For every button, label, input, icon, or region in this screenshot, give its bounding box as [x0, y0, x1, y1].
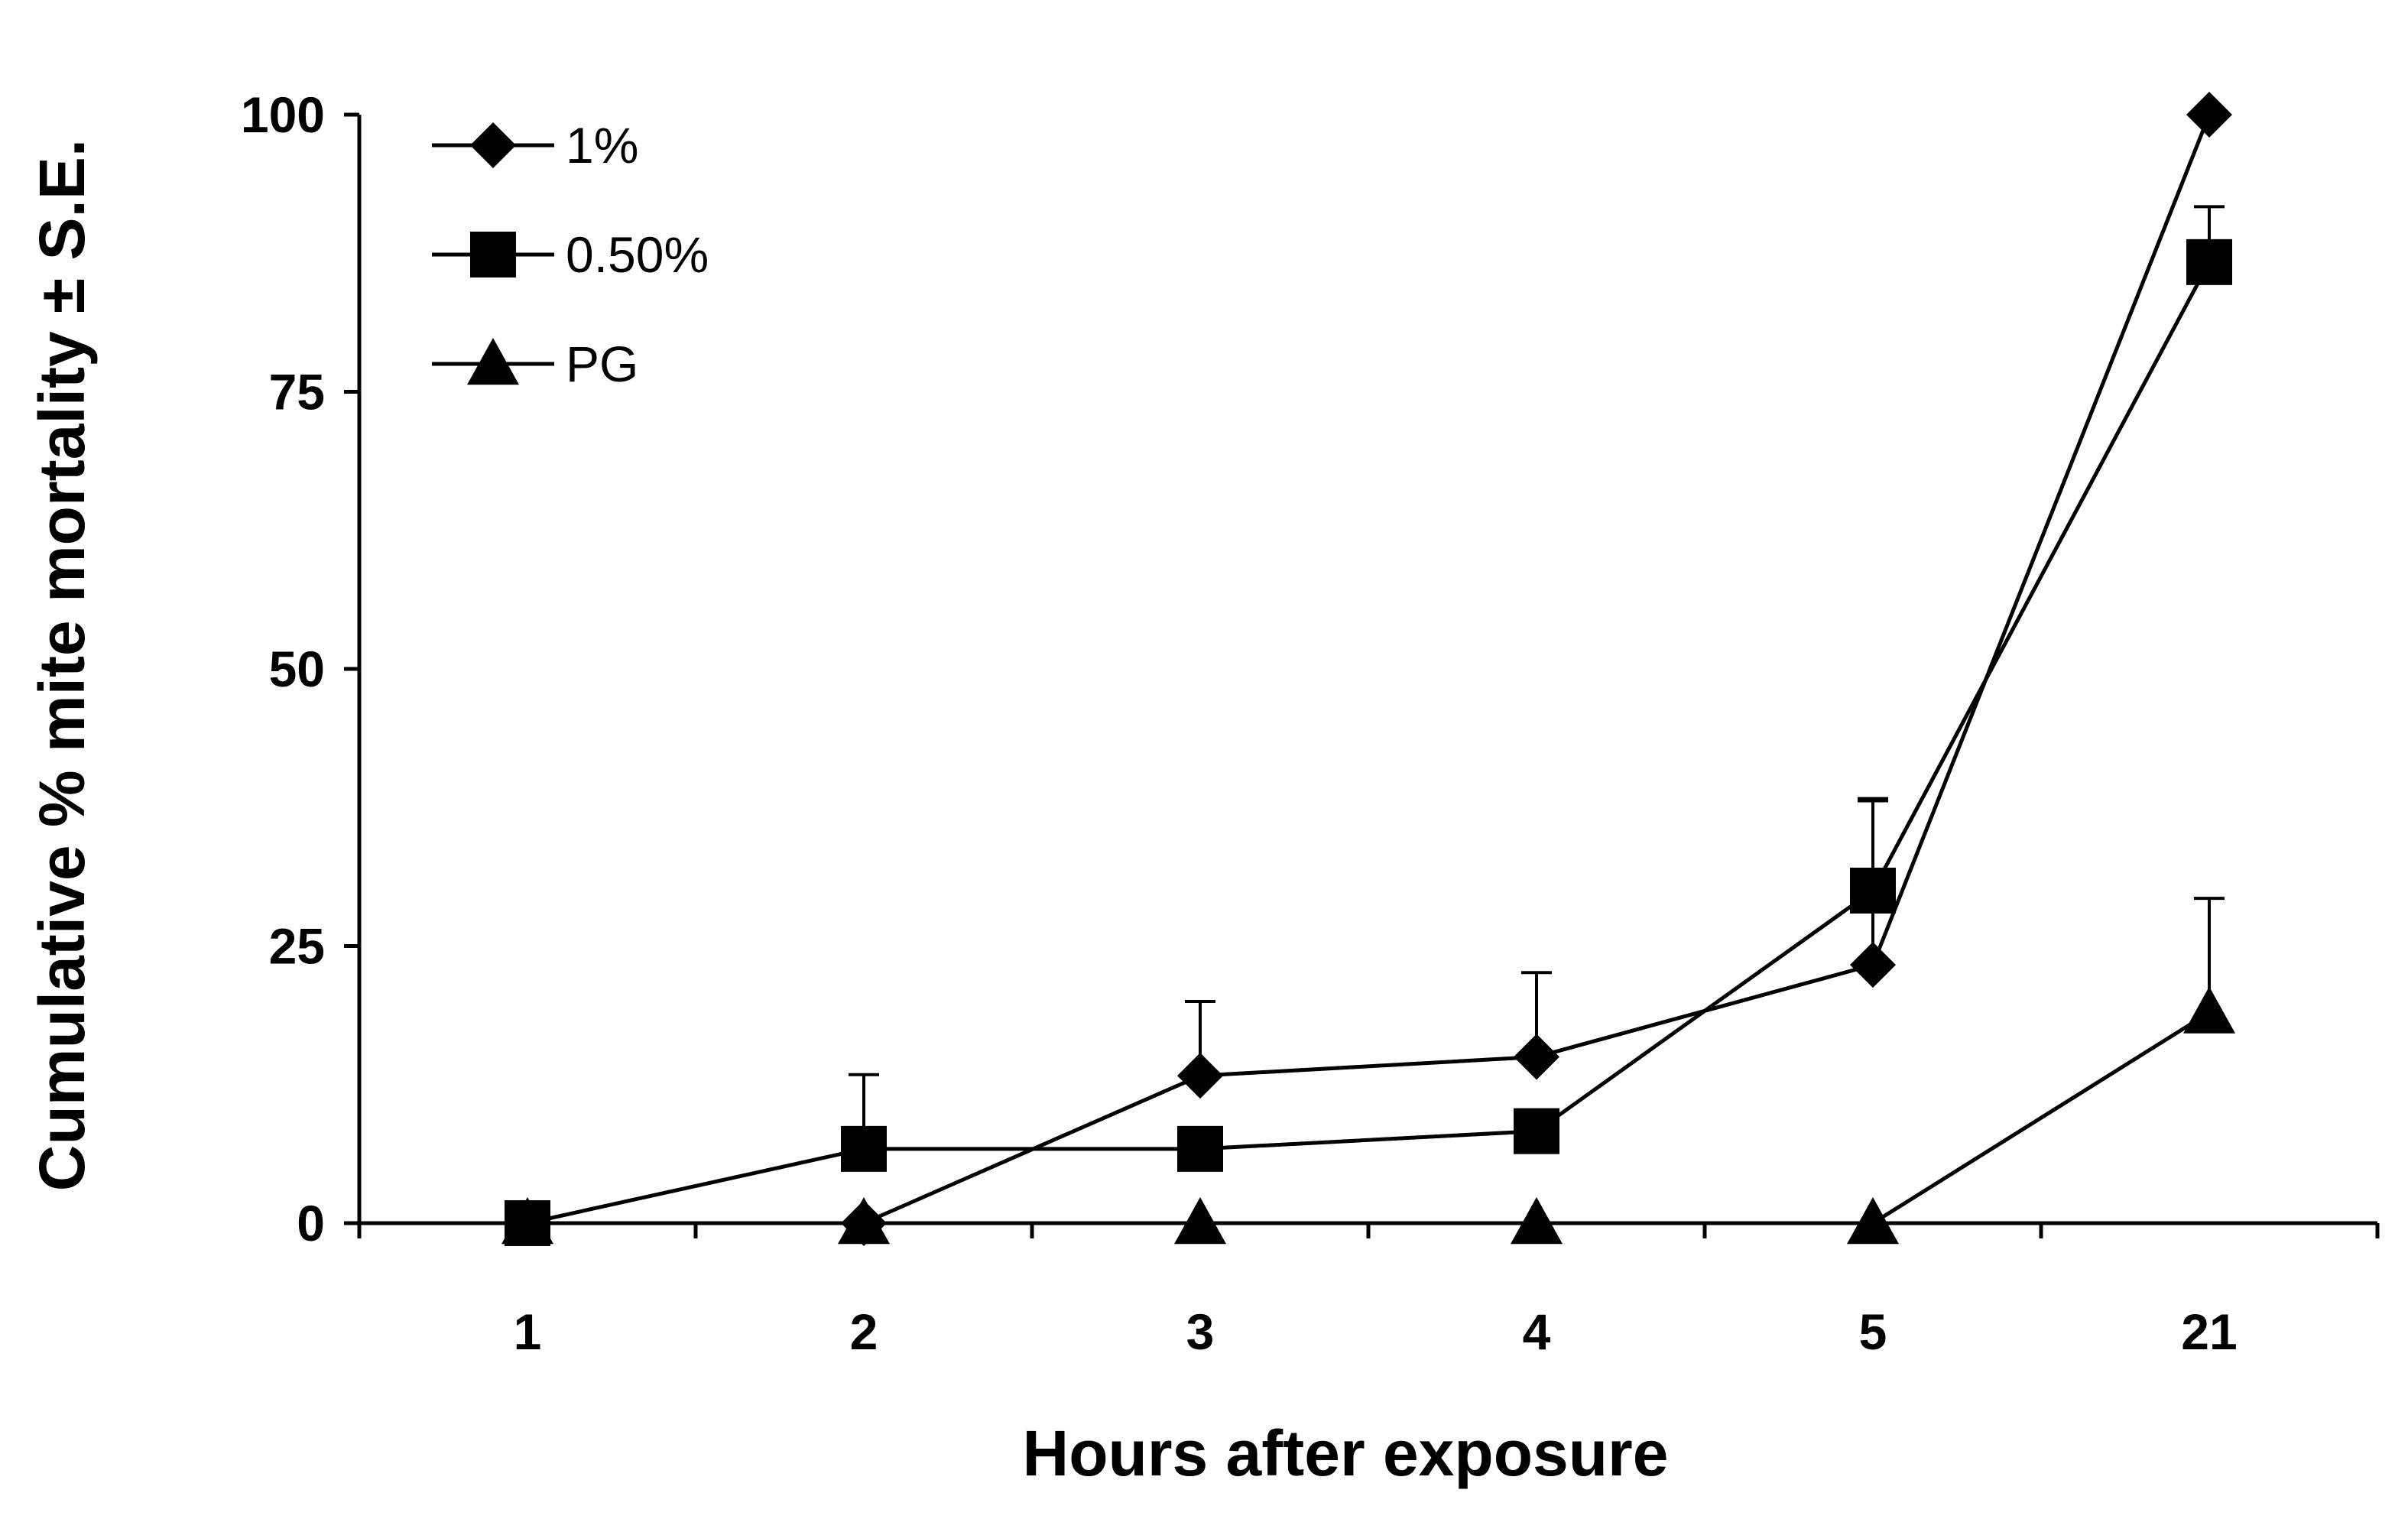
data-point [2186, 239, 2232, 285]
data-point [1174, 1197, 1226, 1245]
ticks: 0 25 50 75 100 1 2 3 4 5 21 [241, 86, 2380, 1360]
legend: 1% 0.50% PG [432, 117, 709, 392]
y-tick-label: 75 [269, 364, 325, 420]
series-diamond [505, 92, 2232, 1246]
x-tick-label: 3 [1186, 1303, 1215, 1360]
series-line [527, 1011, 2211, 1225]
data-point [1511, 1197, 1563, 1245]
x-tick-label: 4 [1523, 1303, 1551, 1360]
data-point [1514, 1108, 1559, 1154]
data-point [2186, 92, 2232, 138]
data-point [2183, 986, 2235, 1034]
legend-marker-triangle [467, 338, 519, 385]
series-group [501, 92, 2235, 1246]
legend-marker-square [470, 232, 516, 278]
data-point [1850, 868, 1896, 914]
legend-label: 1% [566, 117, 638, 174]
x-tick-label: 1 [514, 1303, 542, 1360]
data-point [501, 1197, 553, 1245]
y-axis-title: Cumulative % mite mortality ± S.E. [26, 139, 98, 1191]
series-line [527, 114, 2212, 1225]
x-tick-label: 5 [1859, 1303, 1887, 1360]
legend-label: PG [566, 336, 638, 392]
data-point [838, 1197, 890, 1245]
series-triangle [501, 897, 2235, 1245]
data-point [1847, 1197, 1899, 1245]
legend-label: 0.50% [566, 226, 709, 283]
legend-marker-diamond [470, 122, 516, 168]
series-square [505, 205, 2232, 1246]
x-tick-label: 2 [850, 1303, 878, 1360]
y-tick-label: 50 [269, 641, 325, 697]
data-point [1177, 1125, 1223, 1172]
x-axis-title: Hours after exposure [1023, 1417, 1669, 1489]
data-point [841, 1125, 887, 1172]
data-point [1850, 942, 1896, 988]
x-tick-label: 21 [2181, 1303, 2237, 1360]
data-point [1177, 1053, 1223, 1099]
series-line [527, 261, 2212, 1225]
y-tick-label: 25 [269, 918, 325, 975]
data-point [1514, 1034, 1559, 1080]
y-tick-label: 0 [297, 1195, 325, 1251]
y-tick-label: 100 [241, 86, 325, 143]
